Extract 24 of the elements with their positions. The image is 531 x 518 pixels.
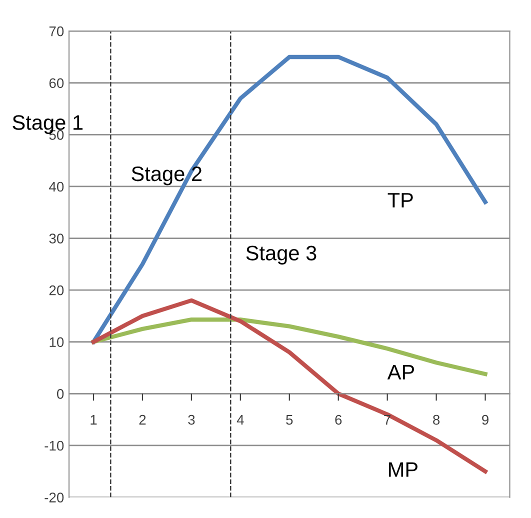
x-tick-label: 4	[236, 415, 244, 425]
y-tick-label: 40	[49, 182, 64, 192]
y-tick-label: 70	[49, 26, 64, 36]
y-tick-label: 10	[50, 337, 64, 348]
annotation: Stage 3	[246, 246, 316, 265]
line-series	[91, 54, 488, 344]
y-tick-label: 0	[56, 389, 64, 399]
annotation: Stage 2	[132, 166, 202, 186]
x-tick-label: 1	[90, 415, 97, 425]
text: TP	[388, 193, 413, 208]
x-tick-label: 9	[482, 414, 488, 425]
y-tick-label: 30	[49, 234, 64, 244]
x-tick-label: 5	[286, 415, 293, 425]
series-label: AP	[387, 365, 414, 380]
x-tick-label: 7	[384, 415, 390, 425]
x-tick-label: 2	[139, 414, 146, 425]
x-tick-label: 8	[433, 414, 440, 425]
x-tick-label: 6	[335, 414, 342, 425]
y-tick-label: 60	[49, 78, 64, 88]
series-label: MP	[389, 462, 418, 477]
x-tick-label: 3	[188, 414, 195, 425]
y-tick-label: -20	[44, 492, 64, 502]
y-tick-label: 20	[49, 285, 64, 296]
y-tick-label: -10	[44, 440, 64, 451]
